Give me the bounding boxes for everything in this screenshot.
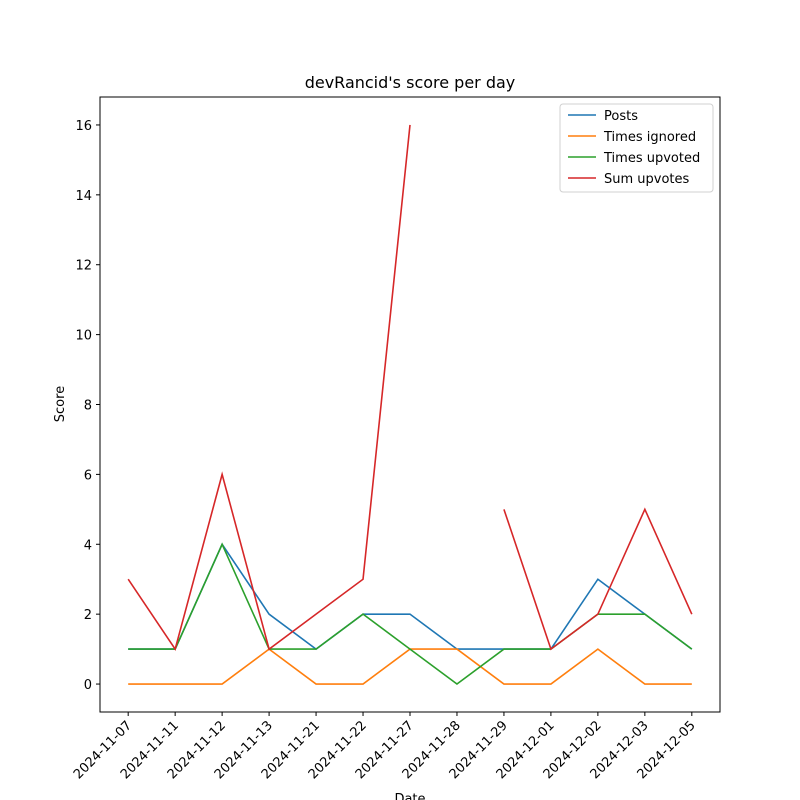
y-tick-label: 6 [84, 468, 92, 483]
plot-frame [99, 96, 721, 713]
series-line [128, 542, 693, 651]
series-line [127, 124, 693, 652]
chart-title: devRancid's score per day [305, 73, 516, 92]
legend-label: Sum upvotes [604, 172, 690, 187]
series-line [128, 648, 692, 685]
legend-box [559, 103, 714, 193]
y-tick-label: 0 [84, 678, 92, 693]
legend-label: Times ignored [603, 130, 696, 145]
y-axis-label: Score [53, 386, 68, 422]
y-tick-label: 4 [84, 538, 92, 553]
y-tick-label: 2 [84, 608, 92, 623]
y-tick-label: 16 [75, 119, 92, 134]
y-tick-label: 10 [75, 329, 92, 344]
y-tick-label: 8 [84, 399, 92, 414]
legend-label: Posts [604, 109, 638, 124]
x-axis-label: Date [394, 792, 425, 800]
y-tick-label: 14 [75, 189, 92, 204]
y-tick-label: 12 [75, 259, 92, 274]
legend-label: Times upvoted [603, 151, 700, 166]
